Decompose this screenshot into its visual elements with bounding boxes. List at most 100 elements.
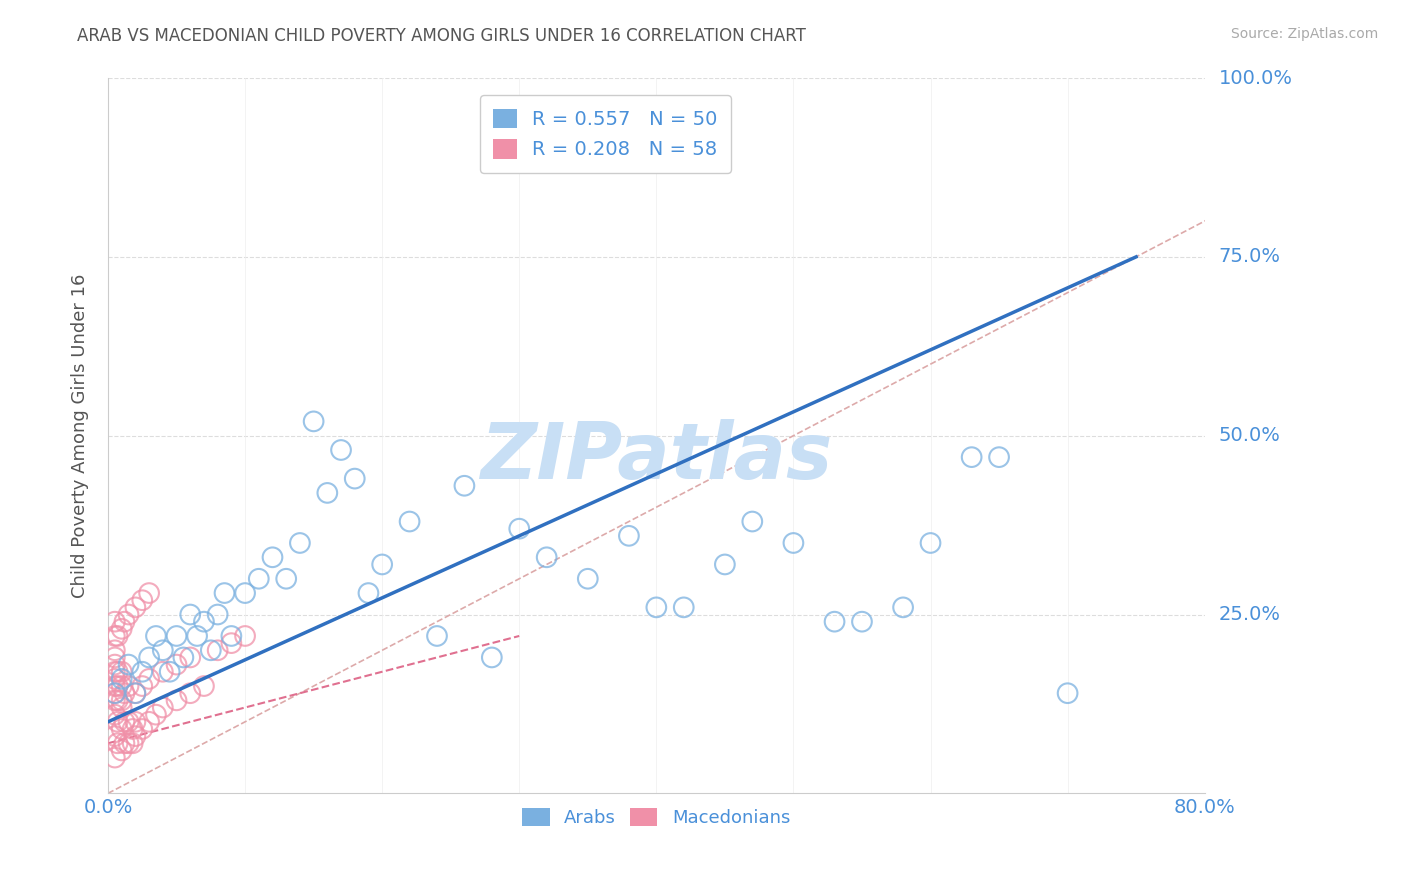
Point	[107, 679, 129, 693]
Point	[111, 665, 134, 679]
Point	[121, 722, 143, 736]
Point	[247, 572, 270, 586]
Point	[741, 515, 763, 529]
Point	[138, 714, 160, 729]
Text: Source: ZipAtlas.com: Source: ZipAtlas.com	[1230, 27, 1378, 41]
Point	[371, 558, 394, 572]
Point	[104, 650, 127, 665]
Point	[104, 693, 127, 707]
Point	[152, 643, 174, 657]
Point	[111, 743, 134, 757]
Point	[200, 643, 222, 657]
Point	[159, 665, 181, 679]
Point	[111, 679, 134, 693]
Point	[172, 650, 194, 665]
Point	[104, 643, 127, 657]
Point	[104, 615, 127, 629]
Point	[111, 622, 134, 636]
Point	[104, 679, 127, 693]
Point	[124, 714, 146, 729]
Point	[262, 550, 284, 565]
Point	[107, 629, 129, 643]
Point	[536, 550, 558, 565]
Point	[107, 736, 129, 750]
Point	[111, 722, 134, 736]
Point	[114, 615, 136, 629]
Point	[104, 629, 127, 643]
Point	[107, 714, 129, 729]
Point	[714, 558, 737, 572]
Point	[166, 657, 188, 672]
Point	[302, 414, 325, 428]
Point	[179, 650, 201, 665]
Point	[276, 572, 298, 586]
Point	[316, 486, 339, 500]
Point	[672, 600, 695, 615]
Point	[117, 607, 139, 622]
Point	[576, 572, 599, 586]
Point	[343, 472, 366, 486]
Point	[131, 593, 153, 607]
Text: 50.0%: 50.0%	[1219, 426, 1281, 445]
Point	[111, 700, 134, 714]
Point	[891, 600, 914, 615]
Point	[104, 657, 127, 672]
Point	[233, 629, 256, 643]
Point	[166, 629, 188, 643]
Legend: Arabs, Macedonians: Arabs, Macedonians	[515, 801, 797, 834]
Point	[179, 686, 201, 700]
Point	[221, 629, 243, 643]
Text: 100.0%: 100.0%	[1219, 69, 1292, 87]
Point	[124, 729, 146, 743]
Point	[138, 650, 160, 665]
Point	[152, 665, 174, 679]
Point	[960, 450, 983, 464]
Point	[233, 586, 256, 600]
Point	[111, 672, 134, 686]
Point	[453, 479, 475, 493]
Point	[104, 729, 127, 743]
Point	[104, 672, 127, 686]
Point	[481, 650, 503, 665]
Point	[111, 693, 134, 707]
Text: 75.0%: 75.0%	[1219, 247, 1281, 267]
Point	[1056, 686, 1078, 700]
Point	[114, 736, 136, 750]
Point	[131, 665, 153, 679]
Text: ARAB VS MACEDONIAN CHILD POVERTY AMONG GIRLS UNDER 16 CORRELATION CHART: ARAB VS MACEDONIAN CHILD POVERTY AMONG G…	[77, 27, 806, 45]
Point	[117, 679, 139, 693]
Point	[166, 693, 188, 707]
Point	[920, 536, 942, 550]
Point	[117, 736, 139, 750]
Point	[357, 586, 380, 600]
Point	[124, 686, 146, 700]
Point	[221, 636, 243, 650]
Point	[104, 750, 127, 764]
Point	[508, 107, 530, 121]
Point	[193, 615, 215, 629]
Point	[104, 686, 127, 700]
Point	[207, 643, 229, 657]
Point	[131, 722, 153, 736]
Point	[330, 442, 353, 457]
Y-axis label: Child Poverty Among Girls Under 16: Child Poverty Among Girls Under 16	[72, 274, 89, 598]
Point	[107, 665, 129, 679]
Text: 25.0%: 25.0%	[1219, 605, 1281, 624]
Point	[138, 672, 160, 686]
Point	[104, 686, 127, 700]
Point	[426, 629, 449, 643]
Point	[179, 607, 201, 622]
Point	[117, 657, 139, 672]
Point	[824, 615, 846, 629]
Point	[124, 686, 146, 700]
Point	[131, 679, 153, 693]
Point	[107, 693, 129, 707]
Point	[114, 686, 136, 700]
Point	[617, 529, 640, 543]
Point	[851, 615, 873, 629]
Point	[145, 629, 167, 643]
Point	[186, 629, 208, 643]
Point	[114, 714, 136, 729]
Point	[508, 522, 530, 536]
Point	[121, 736, 143, 750]
